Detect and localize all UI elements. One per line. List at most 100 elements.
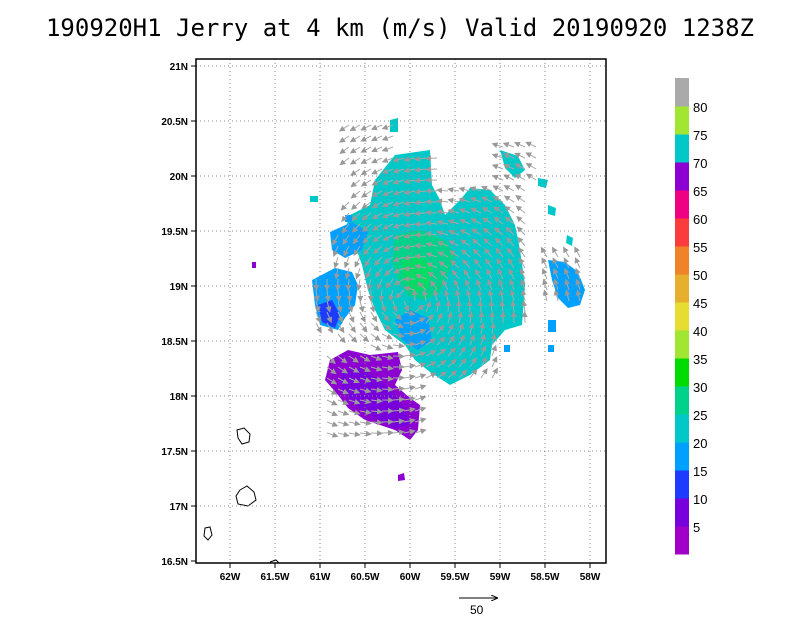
colorbar-label: 20 bbox=[693, 436, 707, 451]
wind-vector bbox=[491, 367, 498, 379]
island-outline bbox=[235, 485, 257, 507]
wind-vector bbox=[364, 256, 372, 267]
wind-vector bbox=[454, 289, 461, 302]
wind-vector bbox=[392, 353, 405, 360]
wind-vector bbox=[497, 268, 504, 280]
wind-vector bbox=[506, 247, 515, 258]
wind-vector bbox=[348, 322, 356, 333]
figure-title: 190920H1 Jerry at 4 km (m/s) Valid 20190… bbox=[45, 14, 754, 42]
wind-vector bbox=[403, 300, 410, 313]
wind-vector bbox=[447, 229, 460, 236]
wind-vector bbox=[349, 157, 361, 165]
colorbar-label: 50 bbox=[693, 268, 707, 283]
wind-vector bbox=[381, 157, 394, 163]
colorbar-labels: 5 10 15 20 25 30 35 40 45 50 55 60 65 70… bbox=[693, 100, 707, 535]
wind-vector bbox=[383, 256, 394, 264]
wind-vector bbox=[521, 300, 528, 313]
wind-vector bbox=[421, 289, 428, 302]
wind-vector bbox=[469, 196, 482, 203]
map-frame bbox=[195, 58, 607, 564]
y-tick-label: 16.5N bbox=[161, 557, 188, 568]
wind-vector bbox=[445, 300, 452, 313]
wind-vector bbox=[481, 207, 493, 214]
wind-vector bbox=[324, 289, 331, 302]
wind-vector bbox=[414, 395, 427, 402]
wind-vector bbox=[525, 162, 537, 170]
wind-vector bbox=[447, 219, 460, 225]
wind-vector bbox=[392, 234, 405, 240]
wind-vector bbox=[504, 216, 515, 225]
wind-vector bbox=[373, 256, 383, 266]
x-tick-label: 61.5W bbox=[261, 572, 290, 583]
wind-vector bbox=[450, 259, 460, 269]
wind-vector bbox=[381, 364, 394, 371]
wind-vector bbox=[370, 365, 383, 372]
wind-vector bbox=[525, 152, 537, 159]
wind-vector bbox=[392, 189, 405, 196]
wind-vector bbox=[515, 205, 526, 214]
x-tick-label: 60W bbox=[400, 572, 421, 583]
wind-vector bbox=[392, 332, 405, 339]
wind-vector bbox=[369, 300, 376, 313]
wind-vector bbox=[516, 215, 526, 225]
wind-vector bbox=[360, 168, 372, 176]
wind-vector bbox=[542, 278, 549, 291]
x-tick-label: 62W bbox=[220, 572, 241, 583]
wind-vector bbox=[392, 311, 403, 320]
wind-vector bbox=[392, 200, 405, 207]
wind-vector bbox=[361, 223, 372, 232]
wind-vector bbox=[392, 429, 405, 436]
wind-vector bbox=[436, 348, 447, 357]
wind-vector bbox=[392, 396, 405, 403]
wind-vector bbox=[447, 323, 454, 335]
wind-vector bbox=[458, 334, 465, 346]
wind-vector bbox=[326, 399, 338, 406]
wind-vector bbox=[392, 156, 405, 163]
wind-vector bbox=[403, 189, 416, 196]
wind-vector bbox=[470, 228, 482, 236]
wind-vector bbox=[449, 250, 460, 258]
y-tick-label: 17.5N bbox=[161, 447, 188, 458]
wind-vector bbox=[351, 212, 361, 222]
wind-vector bbox=[414, 253, 427, 260]
wind-vector bbox=[315, 311, 321, 324]
wind-vector bbox=[564, 267, 570, 280]
wind-vector bbox=[381, 201, 394, 208]
wind-vector bbox=[361, 212, 372, 221]
wind-vector bbox=[349, 124, 361, 132]
wind-vector bbox=[326, 388, 338, 395]
wind-vector bbox=[375, 267, 383, 278]
wind-vector-field bbox=[313, 124, 582, 438]
wind-vector bbox=[359, 333, 369, 342]
colorbar bbox=[675, 78, 689, 555]
wind-vector bbox=[436, 187, 449, 194]
wind-vector bbox=[355, 267, 361, 280]
wind-vector bbox=[403, 167, 416, 174]
wind-vector bbox=[435, 300, 441, 313]
wind-vector bbox=[359, 398, 372, 405]
colorbar-label: 5 bbox=[693, 520, 700, 535]
wind-vector bbox=[425, 241, 438, 248]
wind-vector bbox=[474, 268, 482, 280]
wind-vector bbox=[502, 142, 515, 148]
wind-vector bbox=[414, 417, 427, 424]
wind-vector bbox=[436, 324, 445, 335]
wind-vector bbox=[425, 361, 437, 368]
wind-vector bbox=[414, 242, 427, 249]
wind-vector bbox=[392, 322, 405, 329]
wind-vector bbox=[356, 278, 363, 291]
wind-vector bbox=[425, 313, 434, 324]
wind-vector bbox=[498, 278, 504, 291]
wind-vector bbox=[425, 231, 438, 238]
wind-vector bbox=[414, 273, 427, 280]
colorbar-label: 30 bbox=[693, 380, 707, 395]
wind-vector bbox=[392, 223, 405, 229]
wind-vector bbox=[504, 205, 515, 214]
colorbar-label: 55 bbox=[693, 240, 707, 255]
wind-vector bbox=[403, 341, 416, 348]
wind-vector bbox=[425, 300, 432, 313]
wind-vector bbox=[436, 312, 443, 324]
wind-vector bbox=[381, 354, 394, 361]
wind-vector bbox=[517, 236, 526, 247]
wind-vector bbox=[403, 406, 416, 413]
